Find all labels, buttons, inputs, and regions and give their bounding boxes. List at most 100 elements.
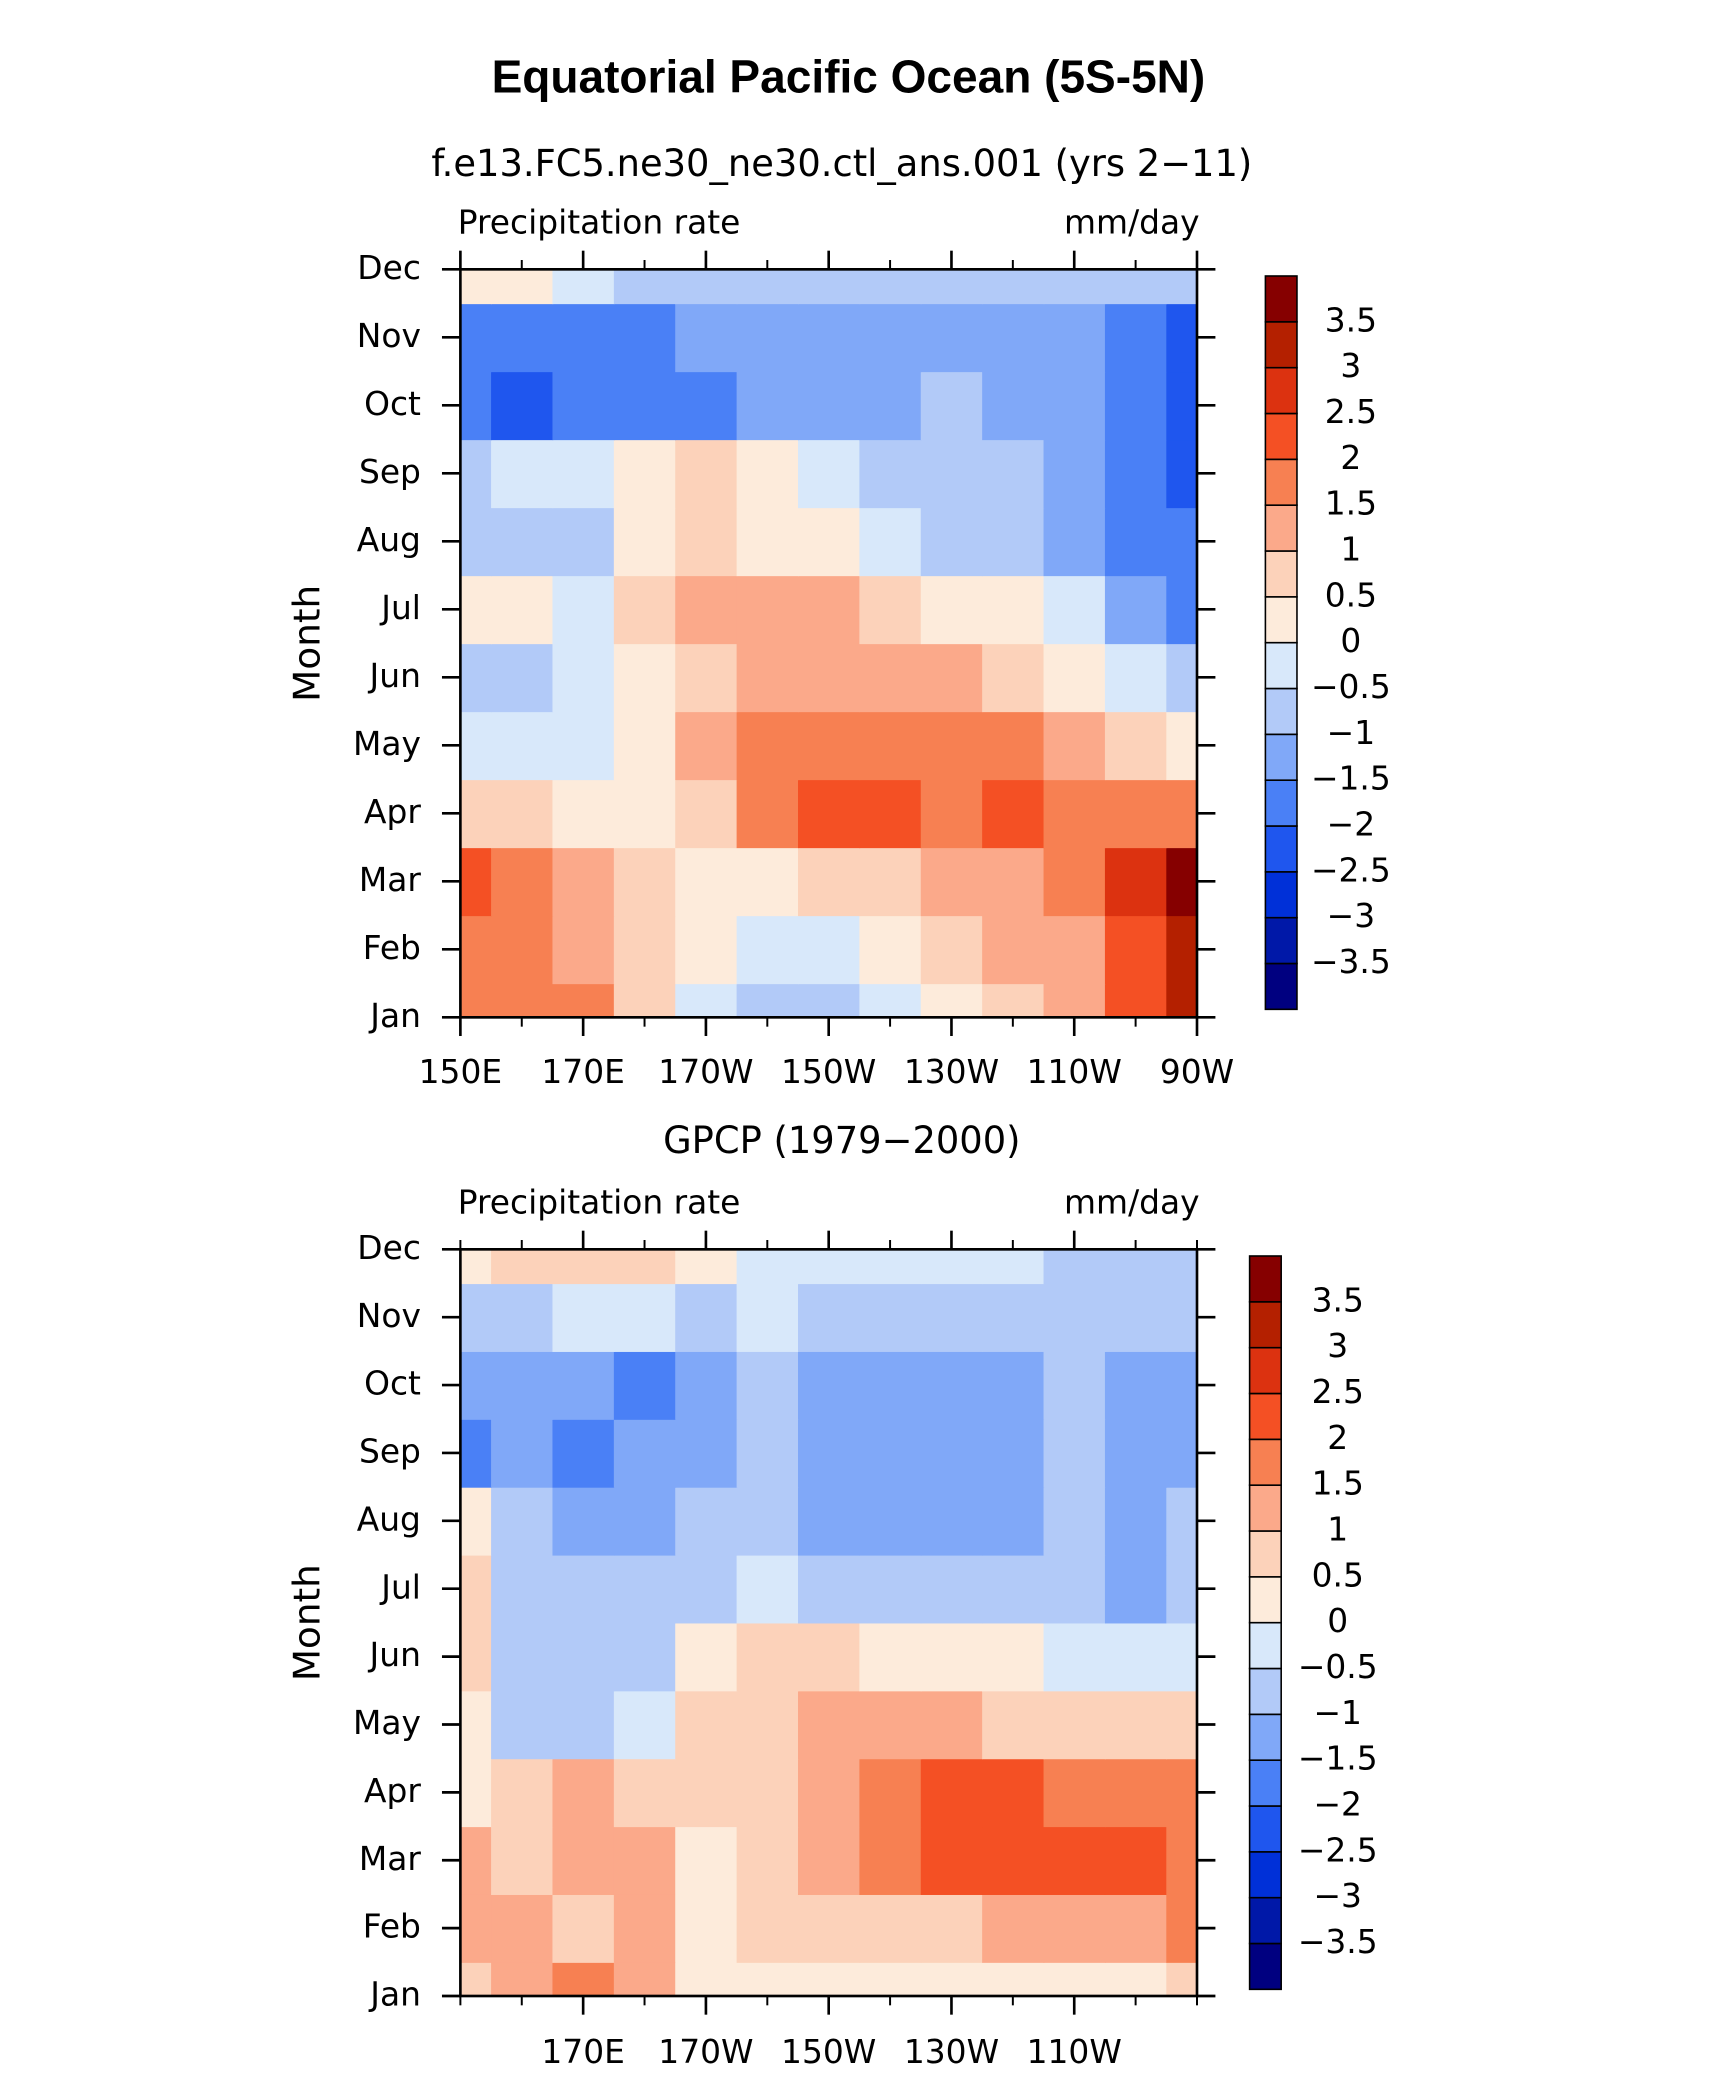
contour-cell bbox=[1166, 1283, 1198, 1352]
contour-cell bbox=[460, 507, 492, 577]
contour-cell bbox=[859, 1554, 922, 1624]
contour-cell bbox=[736, 983, 799, 1019]
contour-cell bbox=[491, 1351, 554, 1420]
contour-cell bbox=[859, 1419, 922, 1488]
contour-cell bbox=[920, 1622, 983, 1692]
contour-cell bbox=[798, 371, 861, 441]
contour-cell bbox=[1043, 1351, 1106, 1420]
contour-cell bbox=[920, 1554, 983, 1624]
contour-cell bbox=[1104, 1283, 1168, 1352]
contour-cell bbox=[736, 303, 799, 373]
contour-cell bbox=[920, 575, 983, 645]
contour-cell bbox=[920, 1351, 983, 1420]
contour-cell bbox=[460, 1249, 492, 1285]
contour-cell bbox=[920, 1894, 983, 1963]
contour-cell bbox=[920, 711, 983, 781]
contour-cell bbox=[920, 303, 983, 373]
colorbar-box bbox=[1248, 1851, 1282, 1899]
colorbar-box bbox=[1264, 366, 1298, 415]
colorbar-label: 2 bbox=[1340, 438, 1361, 477]
x-tick-label: 130W bbox=[904, 1052, 999, 1091]
contour-cell bbox=[613, 1249, 677, 1285]
contour-cell bbox=[736, 1249, 799, 1285]
colorbar-label: −2 bbox=[1314, 1784, 1362, 1823]
contour-cell bbox=[1104, 439, 1168, 509]
contour-cell bbox=[982, 1486, 1045, 1556]
contour-cell bbox=[1104, 1554, 1168, 1624]
contour-cell bbox=[859, 439, 922, 509]
contour-cell bbox=[1043, 1554, 1106, 1624]
contour-cell bbox=[736, 1622, 799, 1692]
contour-cell bbox=[982, 1622, 1045, 1692]
contour-cell bbox=[982, 1894, 1045, 1963]
contour-cell bbox=[552, 1894, 615, 1963]
contour-cell bbox=[491, 643, 554, 713]
contour-cell bbox=[1166, 915, 1198, 985]
contour-cell bbox=[491, 303, 554, 373]
contour-cell bbox=[552, 643, 615, 713]
contour-cell bbox=[982, 1758, 1045, 1828]
contour-cell bbox=[1166, 507, 1198, 577]
contour-cell bbox=[1104, 1758, 1168, 1828]
contour-cell bbox=[460, 711, 492, 781]
contour-cell bbox=[736, 847, 799, 917]
contour-cell bbox=[613, 269, 677, 305]
contour-cell bbox=[1166, 303, 1198, 373]
y-tick-label: Jul bbox=[379, 588, 421, 627]
contour-cell bbox=[736, 1758, 799, 1828]
colorbar-box bbox=[1248, 1255, 1282, 1303]
contour-cell bbox=[675, 1283, 738, 1352]
y-tick-label: Jun bbox=[368, 656, 421, 695]
contour-cell bbox=[613, 1283, 677, 1352]
contour-cell bbox=[460, 643, 492, 713]
contour-cell bbox=[736, 575, 799, 645]
contour-cell bbox=[613, 1758, 677, 1828]
contour-cell bbox=[460, 915, 492, 985]
contour-cell bbox=[1166, 1894, 1198, 1963]
contour-cell bbox=[1104, 983, 1168, 1019]
colorbar-label: 1.5 bbox=[1325, 484, 1377, 523]
contour-cell bbox=[613, 1962, 677, 1997]
contour-cell bbox=[460, 269, 492, 305]
contour-cell bbox=[920, 1249, 983, 1285]
contour-cell bbox=[1166, 1622, 1198, 1692]
contour-cell bbox=[491, 1486, 554, 1556]
contour-cell bbox=[552, 1622, 615, 1692]
contour-cell bbox=[491, 779, 554, 849]
contour-cell bbox=[675, 1554, 738, 1624]
contour-cell bbox=[798, 847, 861, 917]
contour-cell bbox=[859, 575, 922, 645]
contour-cell bbox=[1043, 1419, 1106, 1488]
contour-cell bbox=[1166, 575, 1198, 645]
contour-cell bbox=[613, 371, 677, 441]
colorbar-label: 1 bbox=[1340, 529, 1361, 568]
contour-cell bbox=[1043, 269, 1106, 305]
contour-cell bbox=[982, 779, 1045, 849]
contour-cell bbox=[798, 1419, 861, 1488]
contour-cell bbox=[1166, 1962, 1198, 1997]
contour-cell bbox=[1166, 847, 1198, 917]
contour-cell bbox=[1166, 1826, 1198, 1895]
contour-cell bbox=[552, 439, 615, 509]
colorbar-box bbox=[1264, 504, 1298, 552]
contour-cell bbox=[460, 1690, 492, 1760]
contour-cell bbox=[491, 371, 554, 441]
colorbar-box bbox=[1264, 412, 1298, 461]
contour-cell bbox=[1043, 1690, 1106, 1760]
contour-cell bbox=[1166, 1554, 1198, 1624]
contour-cell bbox=[859, 1283, 922, 1352]
contour-cell bbox=[736, 915, 799, 985]
contour-cell bbox=[859, 1758, 922, 1828]
contour-cell bbox=[1104, 915, 1168, 985]
contour-cell bbox=[613, 507, 677, 577]
contour-cell bbox=[736, 1283, 799, 1352]
colorbar-label: −1 bbox=[1327, 713, 1375, 752]
colorbar-label: 0.5 bbox=[1312, 1555, 1364, 1594]
colorbar-label: 3.5 bbox=[1312, 1280, 1364, 1319]
y-tick-label: Nov bbox=[357, 316, 421, 355]
contour-cell bbox=[491, 1554, 554, 1624]
contour-cell bbox=[736, 269, 799, 305]
contour-cell bbox=[1104, 1351, 1168, 1420]
contour-cell bbox=[1166, 1419, 1198, 1488]
